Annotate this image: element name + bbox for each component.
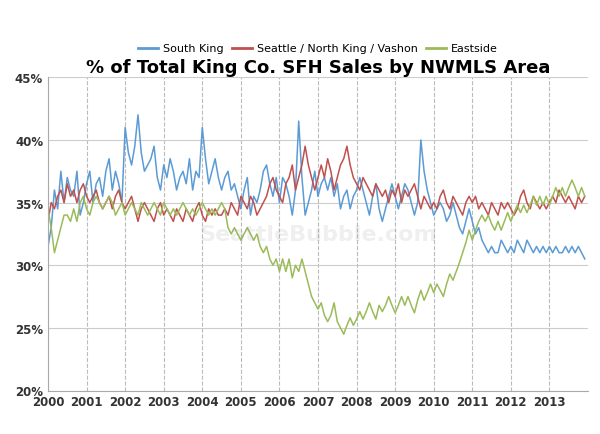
- Eastside: [353, 317, 360, 322]
- Seattle / North King / Vashon: [44, 219, 52, 224]
- South King: [231, 182, 238, 187]
- Seattle / North King / Vashon: [362, 182, 370, 187]
- Eastside: [44, 207, 52, 212]
- South King: [144, 163, 151, 168]
- Seattle / North King / Vashon: [302, 144, 309, 149]
- Text: SeattleBubble.com: SeattleBubble.com: [199, 224, 437, 244]
- Eastside: [340, 332, 347, 337]
- South King: [44, 244, 52, 250]
- South King: [362, 201, 370, 206]
- South King: [581, 257, 589, 262]
- South King: [202, 157, 209, 162]
- South King: [353, 188, 360, 193]
- Eastside: [227, 232, 235, 237]
- Eastside: [581, 194, 589, 200]
- Line: Seattle / North King / Vashon: Seattle / North King / Vashon: [48, 147, 585, 222]
- Eastside: [475, 219, 482, 224]
- Eastside: [568, 178, 575, 183]
- Eastside: [199, 201, 206, 206]
- Seattle / North King / Vashon: [353, 182, 360, 187]
- South King: [475, 226, 482, 231]
- Seattle / North King / Vashon: [581, 194, 589, 200]
- Seattle / North King / Vashon: [475, 207, 482, 212]
- Eastside: [141, 207, 148, 212]
- South King: [134, 113, 142, 118]
- Seattle / North King / Vashon: [141, 201, 148, 206]
- Line: South King: South King: [48, 115, 585, 260]
- Eastside: [362, 309, 370, 315]
- Title: % of Total King Co. SFH Sales by NWMLS Area: % of Total King Co. SFH Sales by NWMLS A…: [86, 59, 550, 76]
- Seattle / North King / Vashon: [199, 213, 206, 218]
- Line: Eastside: Eastside: [48, 181, 585, 334]
- Seattle / North King / Vashon: [227, 201, 235, 206]
- Legend: South King, Seattle / North King / Vashon, Eastside: South King, Seattle / North King / Vasho…: [134, 40, 502, 59]
